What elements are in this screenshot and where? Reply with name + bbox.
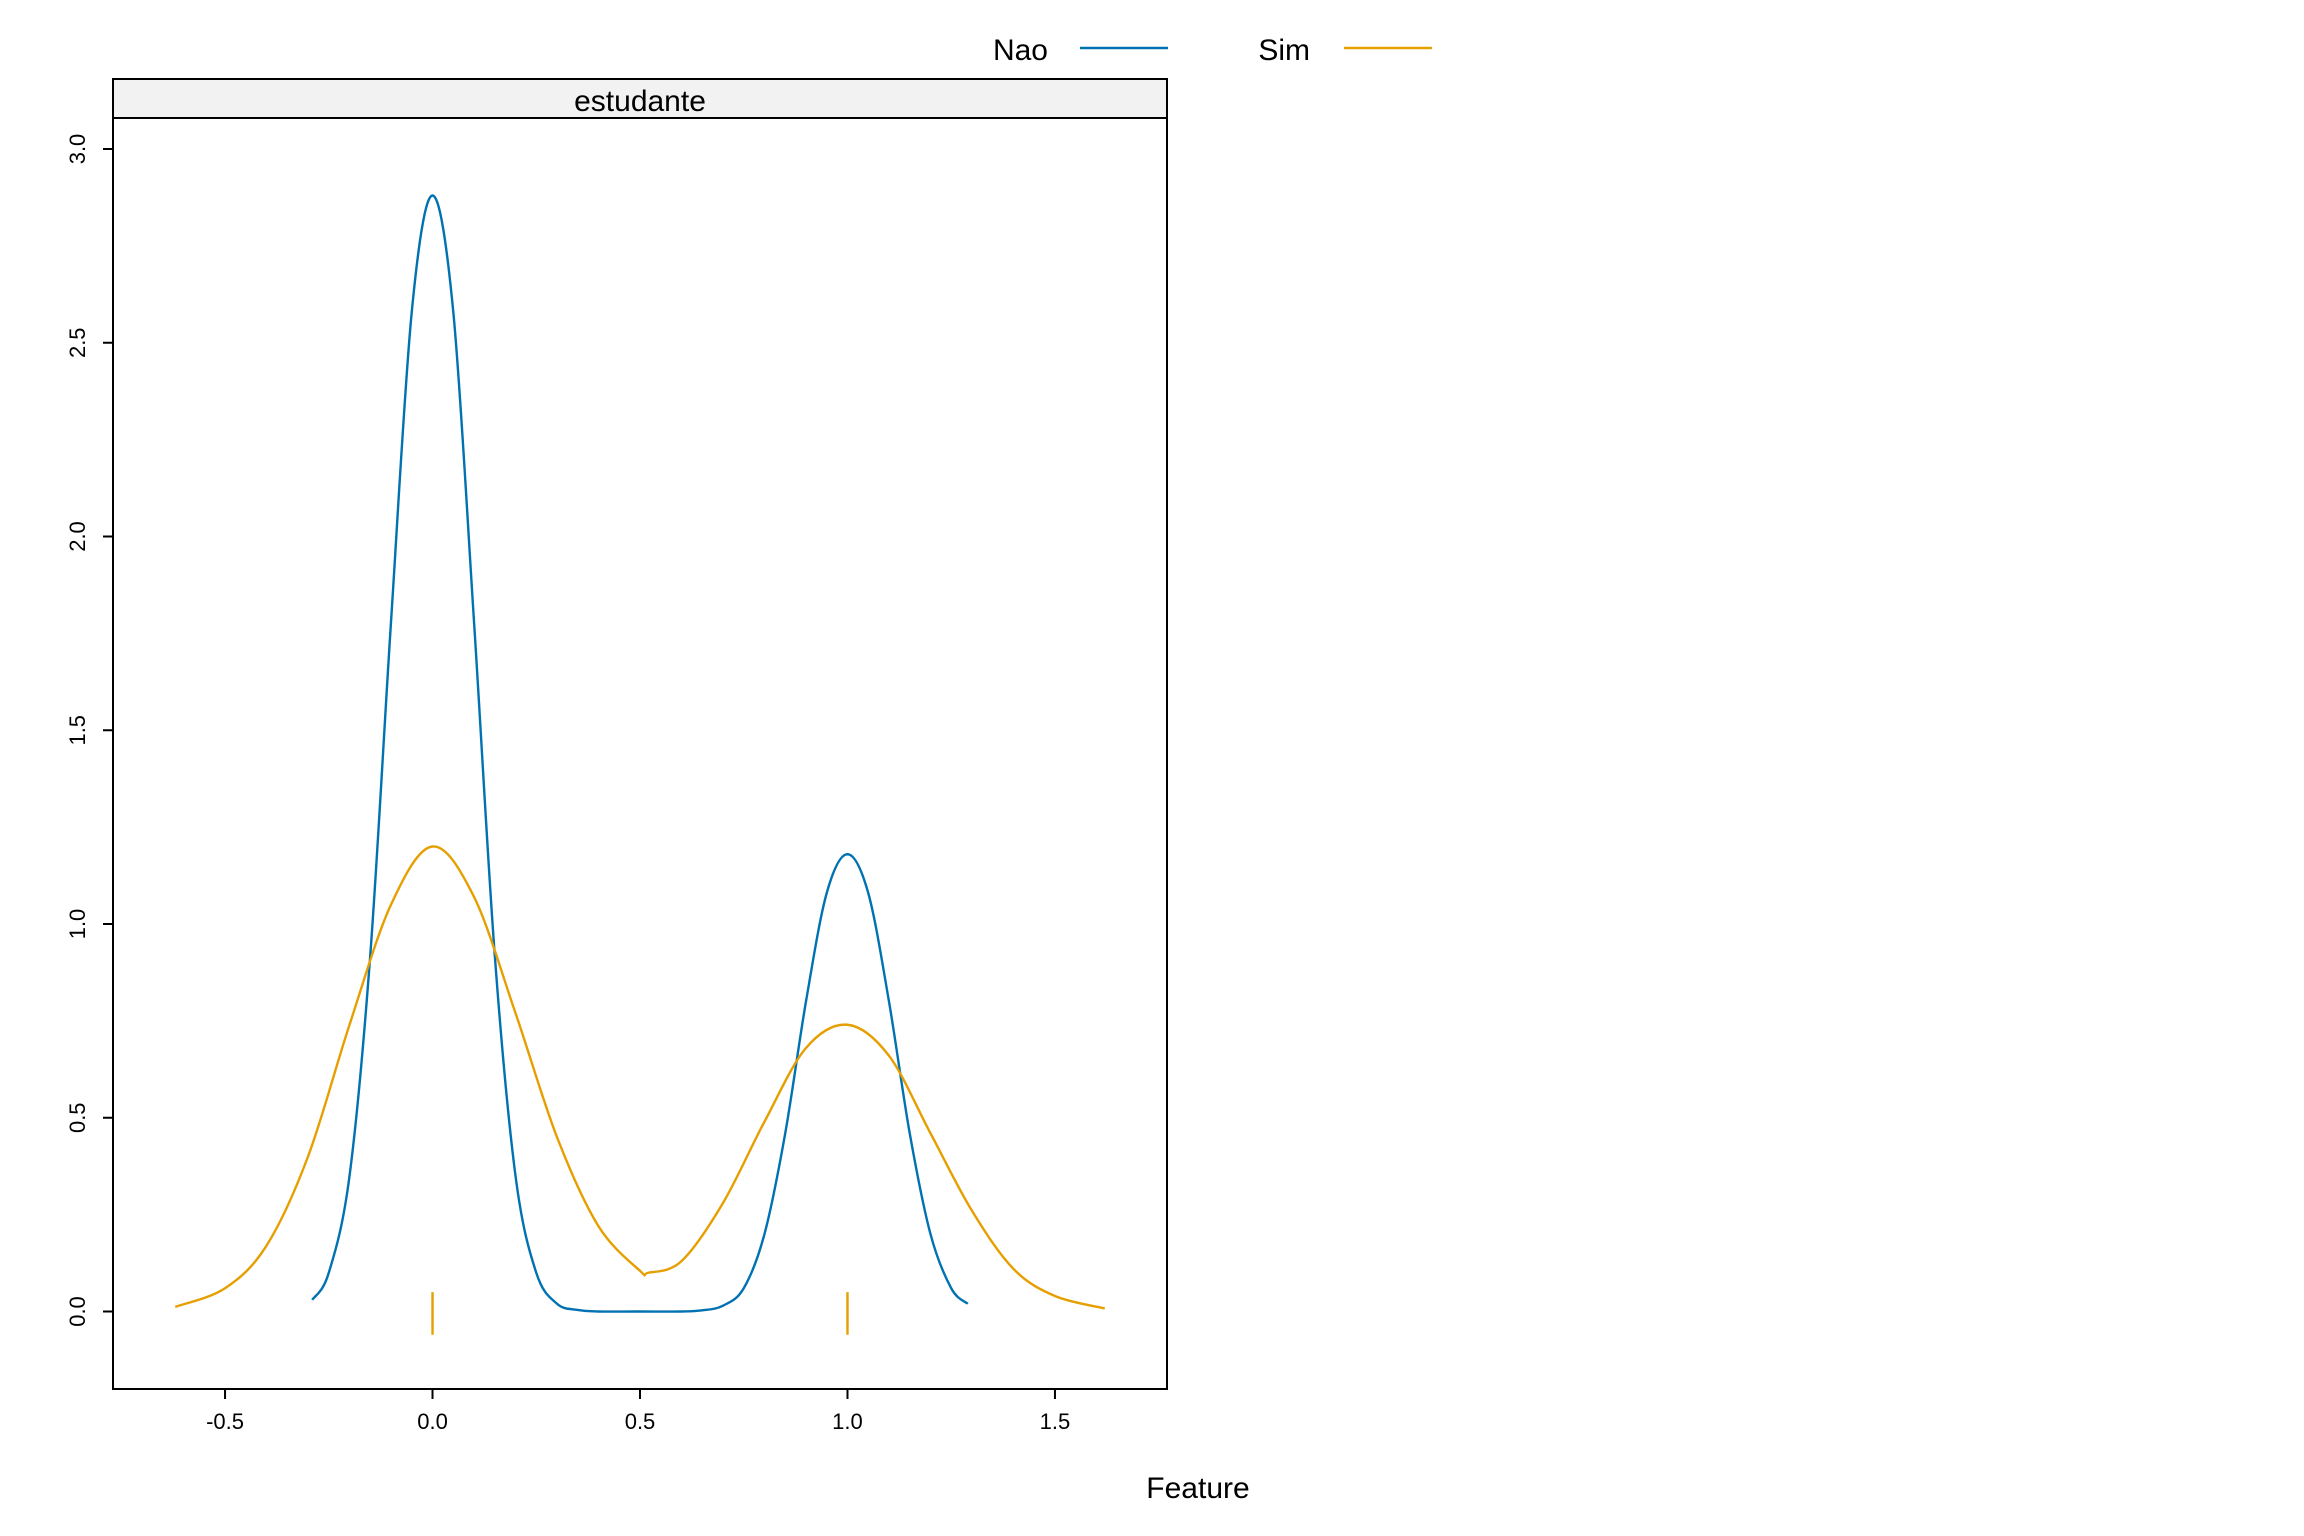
y-tick-label: 3.0	[65, 134, 90, 165]
x-tick-label: -0.5	[206, 1409, 244, 1434]
series-line-sim	[174, 845, 1106, 1310]
x-axis-title: Feature	[1146, 1472, 1249, 1505]
y-tick-label: 1.5	[65, 715, 90, 746]
plot-frame	[112, 78, 1168, 1390]
x-tick-label: 0.0	[417, 1409, 448, 1434]
y-tick-label: 0.0	[65, 1296, 90, 1327]
strip-title: estudante	[574, 85, 706, 118]
legend-label-nao: Nao	[993, 34, 1048, 67]
x-tick-label: 1.5	[1040, 1409, 1071, 1434]
series-layer	[174, 194, 1106, 1313]
legend-label-sim: Sim	[1258, 34, 1310, 67]
y-tick-label: 2.5	[65, 327, 90, 358]
y-tick-label: 1.0	[65, 909, 90, 940]
x-tick-label: 0.5	[625, 1409, 656, 1434]
y-tick-label: 0.5	[65, 1102, 90, 1133]
y-axis: 0.0 0.5 1.0 1.5 2.0 2.5 3.0	[65, 134, 113, 1327]
x-axis: -0.5 0.0 0.5 1.0 1.5	[206, 1389, 1070, 1434]
series-line-nao	[311, 194, 969, 1313]
rug-layer	[431, 1292, 849, 1335]
legend: Nao Sim	[993, 34, 1432, 67]
strip-background	[112, 78, 1168, 119]
y-tick-label: 2.0	[65, 521, 90, 552]
x-tick-label: 1.0	[832, 1409, 863, 1434]
